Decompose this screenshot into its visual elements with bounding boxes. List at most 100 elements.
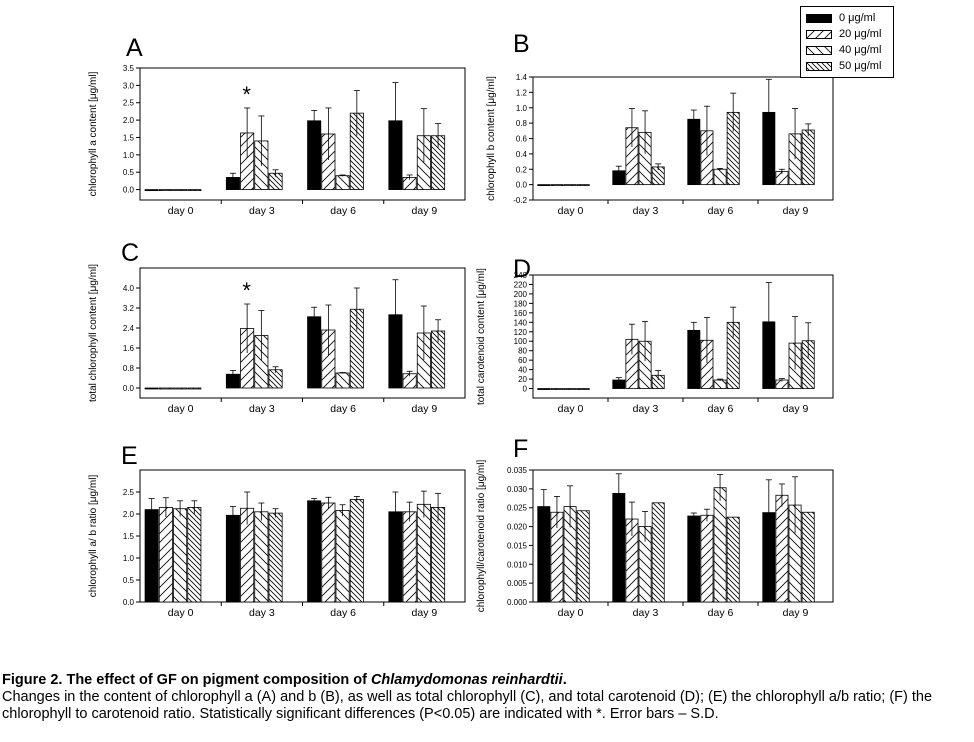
y-tick-label: 240	[514, 271, 528, 280]
y-tick-label: 2.0	[123, 116, 135, 125]
y-tick-label: 0.4	[516, 150, 528, 159]
y-tick-label: 80	[518, 347, 527, 356]
bar-D-3-0	[576, 388, 590, 390]
bar-E-1-3	[402, 511, 417, 603]
bar-B-2-0	[563, 184, 577, 187]
significance-marker: *	[242, 278, 251, 303]
x-tick-label: day 9	[412, 403, 438, 415]
x-tick-label: day 0	[558, 403, 584, 415]
bar-E-3-3	[431, 506, 446, 603]
y-tick-label: 2.4	[123, 324, 135, 333]
x-tick-label: day 0	[558, 607, 584, 619]
y-tick-label: 0.8	[123, 364, 135, 373]
bar-F-0-2	[687, 515, 701, 603]
bar-F-2-2	[713, 487, 727, 603]
bar-B-0-0	[537, 184, 551, 187]
y-axis-label: chlorophyll b content [μg/ml]	[486, 76, 497, 201]
bar-C-0-0	[144, 387, 159, 390]
bar-E-0-0	[144, 509, 159, 603]
y-tick-label: 0.8	[516, 119, 528, 128]
y-tick-label: 0.005	[507, 579, 528, 588]
legend-swatch-0	[806, 14, 832, 23]
y-tick-label: 1.6	[123, 344, 135, 353]
y-tick-label: 0.025	[507, 504, 528, 513]
legend-label-3: 50 μg/ml	[839, 60, 882, 72]
bar-E-0-2	[307, 500, 322, 603]
y-tick-label: 0.0	[123, 384, 135, 393]
bar-E-3-1	[268, 512, 283, 603]
caption-title-species: Chlamydomonas reinhardtii	[370, 672, 563, 688]
bar-A-3-0	[187, 189, 202, 191]
y-tick-label: 0.5	[123, 168, 135, 177]
y-tick-label: 4.0	[123, 284, 135, 293]
x-tick-label: day 6	[708, 607, 734, 619]
y-tick-label: 120	[514, 328, 528, 337]
bar-D-0-0	[537, 388, 551, 390]
x-tick-label: day 3	[633, 205, 659, 217]
y-tick-label: 100	[514, 337, 528, 346]
x-tick-label: day 9	[412, 205, 438, 217]
x-tick-label: day 3	[633, 607, 659, 619]
y-tick-label: 0.2	[516, 165, 528, 174]
bar-E-3-0	[187, 506, 202, 603]
y-axis-label: total chlorophyll content [μg/ml]	[88, 264, 99, 402]
y-tick-label: 1.0	[516, 104, 528, 113]
panel-F: 0.000 0.005 0.010 0.015 0.020 0.025 0.030 0.035…	[476, 435, 834, 619]
y-tick-label: 1.0	[123, 554, 135, 563]
caption-text: Changes in the content of chlorophyll a …	[2, 689, 933, 722]
bar-B-0-2	[687, 118, 701, 186]
bar-F-1-2	[700, 514, 714, 603]
y-tick-label: 200	[514, 290, 528, 299]
bar-C-0-2	[307, 316, 322, 389]
bar-D-2-0	[563, 388, 577, 390]
bar-A-2-0	[173, 189, 188, 191]
caption-title: Figure 2. The effect of GF on pigment co…	[2, 672, 972, 689]
legend-swatch-2	[806, 46, 832, 55]
caption-title-prefix: Figure 2. The effect of GF on pigment co…	[2, 672, 371, 688]
y-tick-label: 0.000	[507, 598, 528, 607]
x-tick-label: day 0	[168, 403, 194, 415]
panel-label: E	[121, 442, 138, 470]
bar-E-1-2	[321, 502, 336, 603]
x-tick-label: day 9	[783, 607, 809, 619]
y-tick-label: 220	[514, 280, 528, 289]
y-tick-label: 2.0	[123, 510, 135, 519]
bar-B-2-2	[713, 168, 727, 186]
y-axis-label: chlorophyll a content [μg/ml]	[88, 71, 99, 196]
bar-E-3-2	[349, 499, 364, 603]
bar-B-3-0	[576, 184, 590, 187]
bar-E-0-1	[225, 514, 240, 603]
x-tick-label: day 3	[249, 403, 275, 415]
bar-C-1-0	[158, 387, 173, 390]
legend-label-2: 40 μg/ml	[839, 44, 882, 56]
bar-F-3-3	[801, 511, 815, 603]
bar-D-1-0	[550, 388, 564, 390]
y-tick-label: 40	[518, 366, 527, 375]
bar-A-0-0	[144, 189, 159, 191]
x-tick-label: day 9	[783, 403, 809, 415]
panel-label: D	[513, 255, 531, 283]
y-axis-label: chlorophyll a/ b ratio [μg/ml]	[88, 475, 99, 598]
legend-swatch-1	[806, 30, 832, 39]
y-tick-label: 20	[518, 375, 527, 384]
x-tick-label: day 0	[168, 205, 194, 217]
y-tick-label: 160	[514, 309, 528, 318]
bar-F-3-1	[651, 502, 665, 603]
x-tick-label: day 9	[783, 205, 809, 217]
bar-D-0-2	[687, 329, 701, 389]
bar-E-2-0	[173, 508, 188, 603]
y-axis-label: total carotenoid content [μg/ml]	[476, 268, 487, 405]
y-tick-label: 0.0	[123, 598, 135, 607]
x-tick-label: day 6	[330, 205, 356, 217]
panel-B: -0.2 0.0 0.2 0.4 0.6 0.8 1.0 1.2 1.4 Bchlorophyll…	[486, 30, 834, 217]
y-tick-label: 0.6	[516, 135, 528, 144]
panel-label: F	[513, 435, 528, 463]
bar-C-3-0	[187, 387, 202, 390]
x-tick-label: day 6	[708, 205, 734, 217]
legend-label-1: 20 μg/ml	[839, 28, 882, 40]
plot-frame	[532, 274, 834, 399]
y-tick-label: 180	[514, 299, 528, 308]
y-tick-label: 3.2	[123, 304, 135, 313]
